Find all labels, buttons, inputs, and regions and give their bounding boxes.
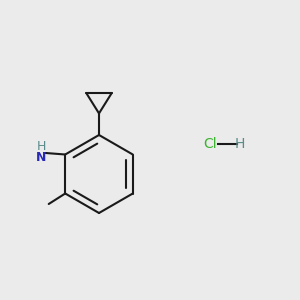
Text: H: H xyxy=(37,140,46,154)
Text: Cl: Cl xyxy=(203,137,217,151)
Text: H: H xyxy=(235,137,245,151)
Text: N: N xyxy=(36,151,46,164)
